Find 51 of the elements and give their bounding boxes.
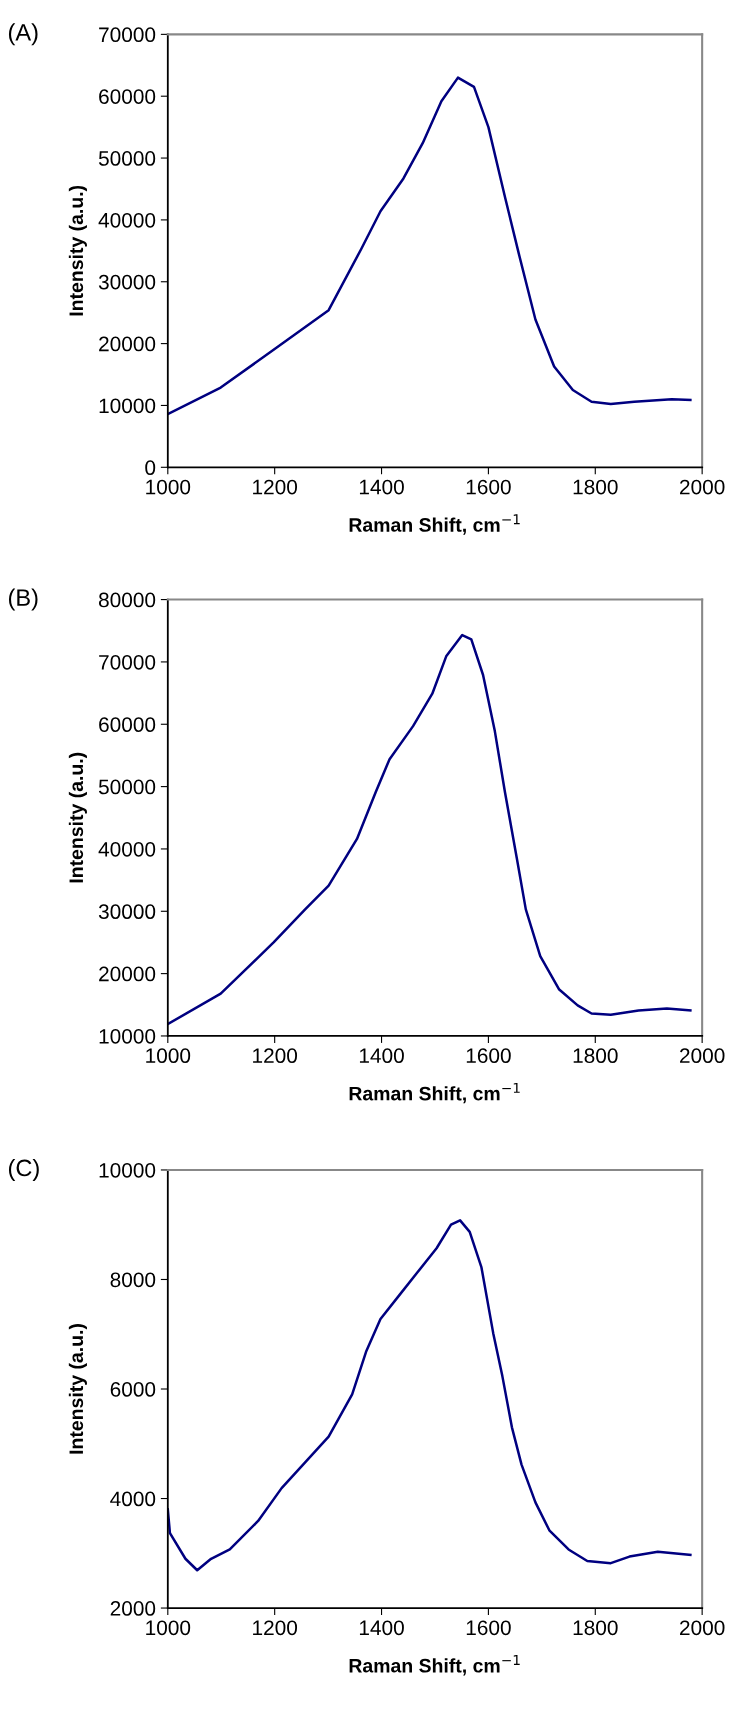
x-tick-label: 1400	[359, 479, 404, 495]
y-tick-label: 50000	[98, 151, 156, 166]
x-tick-label: 2000	[680, 1620, 725, 1636]
y-tick-label: 8000	[110, 1272, 156, 1288]
x-tick-label: 1200	[253, 1620, 298, 1636]
y-tick-label: 2000	[110, 1601, 156, 1616]
x-tick-label: 1800	[573, 1620, 618, 1636]
x-tick-label: 2000	[680, 479, 725, 495]
y-tick-label: 70000	[99, 654, 156, 670]
x-tick-label: 1800	[573, 479, 618, 495]
x-axis-title: Raman Shift, cm$^{−1}$	[349, 514, 520, 535]
y-axis-title: Intensity (a.u.)	[68, 752, 87, 883]
y-tick-label: 60000	[99, 89, 156, 104]
y-tick-label: 10000	[99, 398, 156, 414]
x-axis-title: Raman Shift, cm$^{−1}$	[349, 1082, 520, 1104]
x-tick-label: 1200	[253, 479, 298, 495]
x-tick-label: 1600	[466, 1620, 511, 1636]
y-tick-label: 40000	[98, 212, 156, 228]
chart-title: (A)	[8, 23, 38, 46]
y-axis-title: Intensity (a.u.)	[68, 185, 87, 316]
line-series	[167, 76, 692, 416]
x-tick-label: 1000	[146, 1620, 191, 1636]
x-tick-label: 1400	[359, 1620, 404, 1636]
y-tick-label: 6000	[110, 1382, 156, 1397]
y-tick-label: 10000	[99, 1162, 156, 1178]
x-tick-label: 1000	[146, 479, 191, 495]
x-tick-label: 1400	[359, 1048, 404, 1064]
line-series	[167, 1219, 692, 1572]
chart-title: (B)	[8, 588, 38, 611]
y-tick-label: 20000	[99, 966, 156, 982]
y-tick-label: 30000	[98, 904, 156, 920]
y-tick-label: 20000	[99, 336, 156, 352]
x-tick-label: 1000	[146, 1048, 191, 1064]
x-tick-label: 1800	[573, 1048, 618, 1064]
y-tick-label: 50000	[98, 779, 156, 795]
y-tick-label: 30000	[98, 274, 156, 290]
y-tick-label: 40000	[98, 841, 156, 857]
chart-title: (C)	[8, 1158, 39, 1181]
x-tick-label: 2000	[680, 1048, 725, 1064]
y-tick-label: 4000	[110, 1491, 156, 1507]
y-tick-label: 10000	[99, 1028, 156, 1044]
x-axis-title: Raman Shift, cm$^{−1}$	[349, 1655, 520, 1676]
x-tick-label: 1600	[466, 1048, 511, 1064]
y-tick-label: 0	[145, 460, 156, 476]
y-tick-label: 80000	[98, 592, 156, 608]
y-axis-title: Intensity (a.u.)	[68, 1324, 87, 1454]
y-tick-label: 70000	[99, 27, 156, 43]
y-tick-label: 60000	[99, 717, 156, 733]
line-series	[167, 633, 692, 1026]
x-tick-label: 1200	[253, 1048, 298, 1064]
x-tick-label: 1600	[466, 479, 511, 495]
